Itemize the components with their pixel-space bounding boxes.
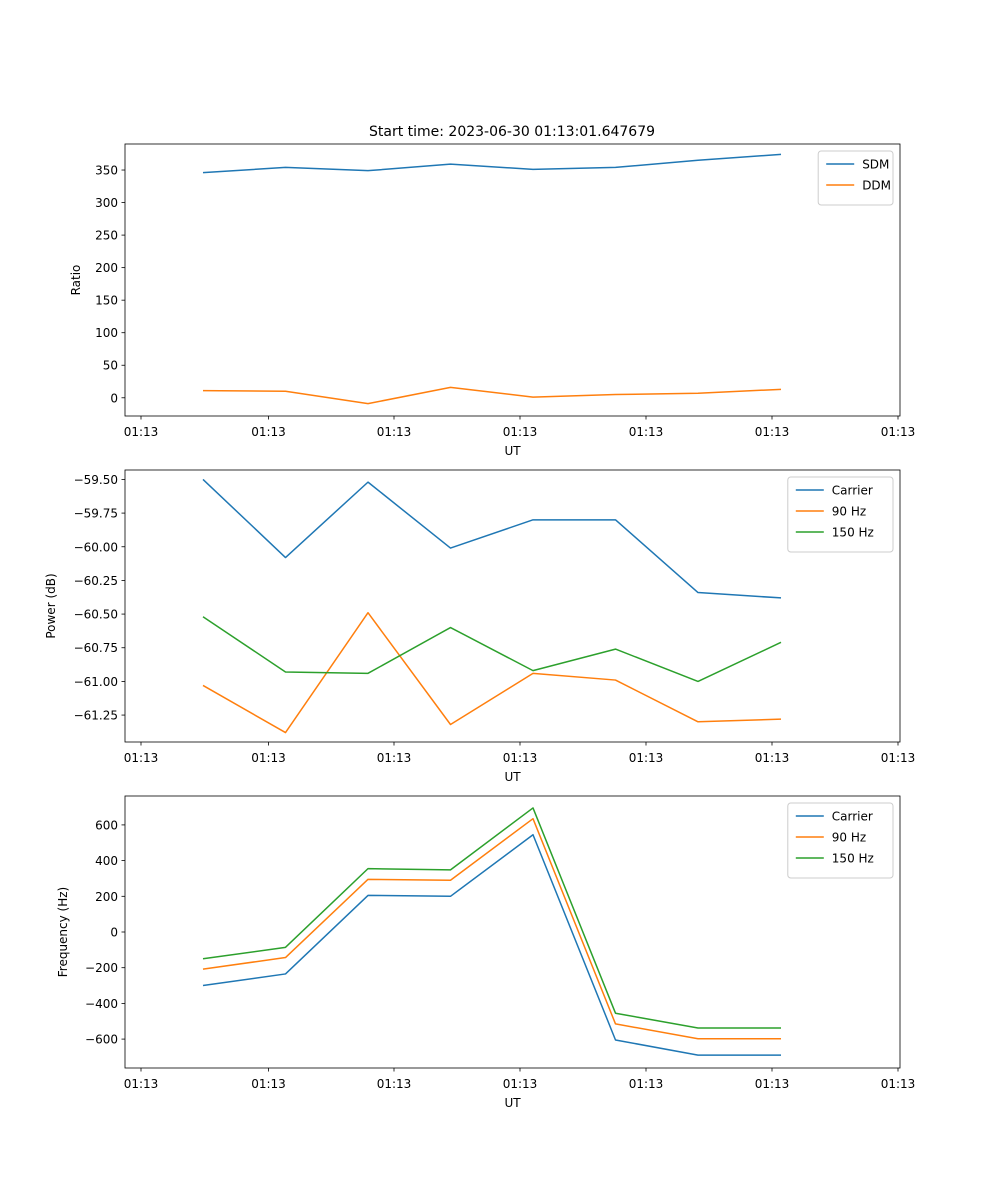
x-tick-label: 01:13 (251, 751, 286, 765)
axes-frame (124, 469, 901, 743)
series-line-90-hz (202, 611, 782, 734)
legend: Carrier 90 Hz 150 Hz (787, 476, 894, 553)
y-tick-label: 0 (110, 391, 118, 405)
y-tick-label: 250 (95, 229, 118, 243)
y-axis-label: Power (dB) (44, 573, 58, 638)
legend-entry: Carrier (832, 810, 873, 824)
y-axis-label: Ratio (69, 265, 83, 296)
figure-title: Start time: 2023-06-30 01:13:01.647679 (369, 124, 655, 140)
legend: SDM DDM (817, 150, 894, 206)
y-tick-label: 150 (95, 294, 118, 308)
x-tick-label: 01:13 (251, 1077, 286, 1091)
series-line-sdm (202, 153, 782, 174)
y-tick-label: −61.00 (74, 675, 118, 689)
x-tick-label: 01:13 (881, 1077, 916, 1091)
y-axis-label: Frequency (Hz) (56, 887, 70, 978)
x-tick-label: 01:13 (629, 1077, 664, 1091)
y-tick-label: −60.75 (74, 641, 118, 655)
legend-entry: 90 Hz (832, 505, 866, 519)
x-tick-label: 01:13 (377, 425, 412, 439)
y-tick-label: 200 (95, 261, 118, 275)
legend-entry: DDM (862, 179, 891, 193)
x-tick-label: 01:13 (377, 751, 412, 765)
y-tick-label: 400 (95, 854, 118, 868)
y-tick-label: 350 (95, 164, 118, 178)
x-tick-label: 01:13 (377, 1077, 412, 1091)
x-tick-label: 01:13 (124, 1077, 159, 1091)
x-tick-label: 01:13 (755, 425, 790, 439)
legend-box (787, 802, 894, 879)
x-tick-label: 01:13 (251, 425, 286, 439)
x-tick-label: 01:13 (629, 751, 664, 765)
y-tick-label: −60.25 (74, 574, 118, 588)
series-line-150-hz (202, 616, 782, 683)
x-tick-label: 01:13 (881, 751, 916, 765)
series-line-carrier (202, 478, 782, 599)
subplot-3: 01:13 01:13 01:13 01:13 01:13 01:13 01:13 −600 −… (56, 795, 916, 1110)
axes-frame (124, 795, 901, 1069)
y-tick-label: −61.25 (74, 709, 118, 723)
y-tick-label: −60.50 (74, 608, 118, 622)
axes-frame (124, 143, 901, 417)
y-tick-label: 50 (103, 359, 118, 373)
legend-entry: 90 Hz (832, 831, 866, 845)
x-tick-label: 01:13 (755, 751, 790, 765)
subplot-2: 01:13 01:13 01:13 01:13 01:13 01:13 01:13 −61.2… (44, 469, 916, 784)
x-axis-label: UT (504, 1096, 521, 1110)
x-tick-label: 01:13 (755, 1077, 790, 1091)
x-axis-label: UT (504, 770, 521, 784)
legend-entry: 150 Hz (832, 852, 874, 866)
series-line-90-hz (202, 817, 781, 1040)
x-tick-label: 01:13 (124, 425, 159, 439)
y-tick-label: 600 (95, 818, 118, 832)
legend-entry: SDM (862, 158, 889, 172)
legend-entry: 150 Hz (832, 526, 874, 540)
y-tick-label: −200 (85, 961, 118, 975)
y-tick-label: −60.00 (74, 540, 118, 554)
subplot-1: 01:13 01:13 01:13 01:13 01:13 01:13 01:13 0 50 10… (69, 143, 916, 458)
y-tick-label: 200 (95, 890, 118, 904)
y-tick-label: 0 (110, 926, 118, 940)
y-tick-label: −59.75 (74, 507, 118, 521)
x-axis-label: UT (504, 444, 521, 458)
y-tick-label: −59.50 (74, 473, 118, 487)
x-tick-label: 01:13 (124, 751, 159, 765)
legend-entry: Carrier (832, 484, 873, 498)
series-line-ddm (202, 386, 782, 405)
series-line-carrier (202, 833, 781, 1056)
y-tick-label: −400 (85, 997, 118, 1011)
y-tick-label: −600 (85, 1033, 118, 1047)
x-tick-label: 01:13 (503, 1077, 538, 1091)
series-line-150-hz (202, 807, 781, 1029)
y-tick-label: 300 (95, 196, 118, 210)
y-tick-label: 100 (95, 326, 118, 340)
legend-box (787, 476, 894, 553)
subplot-panels: 01:13 01:13 01:13 01:13 01:13 01:13 01:13 0 50 10… (44, 143, 916, 1110)
x-tick-label: 01:13 (629, 425, 664, 439)
x-tick-label: 01:13 (881, 425, 916, 439)
x-tick-label: 01:13 (503, 425, 538, 439)
x-tick-label: 01:13 (503, 751, 538, 765)
legend: Carrier 90 Hz 150 Hz (787, 802, 894, 879)
